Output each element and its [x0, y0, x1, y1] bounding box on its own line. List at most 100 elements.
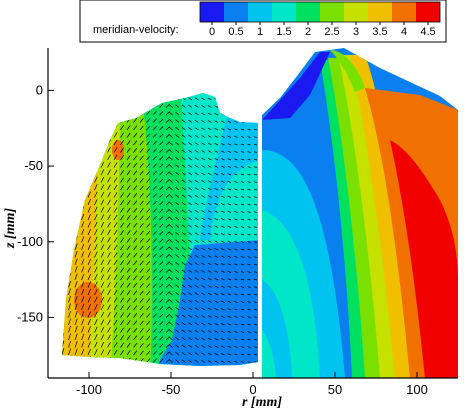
velocity-vector	[120, 147, 124, 153]
velocity-vector	[74, 161, 78, 168]
velocity-vector	[201, 180, 206, 183]
velocity-vector	[120, 154, 124, 161]
velocity-vector	[133, 342, 138, 348]
velocity-vector	[68, 355, 71, 363]
velocity-vector	[74, 101, 78, 108]
velocity-vector	[168, 201, 173, 206]
velocity-vector	[133, 335, 138, 341]
band-4.5	[390, 140, 458, 378]
velocity-vector	[240, 203, 245, 206]
velocity-vector	[194, 134, 199, 138]
velocity-vector	[194, 157, 199, 161]
velocity-vector	[146, 140, 151, 146]
left-hotspot-upper	[112, 140, 124, 160]
band-2.0	[320, 60, 370, 378]
velocity-vector	[126, 282, 131, 288]
velocity-vector	[68, 250, 71, 258]
velocity-vector	[126, 260, 131, 266]
velocity-vector	[81, 348, 85, 356]
velocity-vector	[133, 95, 138, 101]
velocity-vector	[87, 243, 91, 251]
velocity-vector	[113, 214, 118, 221]
velocity-vector	[247, 121, 251, 123]
velocity-vector	[253, 271, 258, 273]
velocity-vector	[100, 124, 105, 131]
velocity-vector	[201, 345, 206, 348]
velocity-vector	[221, 165, 225, 168]
velocity-vector	[133, 320, 138, 326]
velocity-vector	[94, 311, 98, 318]
velocity-vector	[100, 251, 105, 258]
velocity-vector	[68, 333, 71, 341]
velocity-vector	[194, 149, 199, 153]
velocity-vector	[181, 239, 186, 243]
velocity-vector	[74, 258, 78, 266]
velocity-vector	[94, 109, 98, 116]
velocity-vector	[207, 127, 212, 131]
velocity-vector	[74, 318, 78, 326]
velocity-vector	[214, 202, 219, 206]
velocity-vector	[234, 203, 238, 206]
velocity-vector	[214, 262, 219, 266]
velocity-vector	[100, 139, 105, 146]
velocity-vector	[126, 297, 131, 303]
velocity-vector	[175, 216, 180, 221]
velocity-vector	[207, 352, 212, 356]
velocity-vector	[146, 170, 151, 176]
left-half-contours	[62, 93, 258, 366]
velocity-vector	[133, 312, 138, 318]
velocity-vector	[221, 188, 225, 191]
velocity-vector	[100, 169, 105, 176]
velocity-vector	[81, 123, 85, 131]
velocity-vector	[94, 296, 98, 303]
velocity-vector	[133, 282, 138, 288]
velocity-vector	[133, 275, 138, 281]
velocity-vector	[87, 258, 91, 266]
velocity-vector	[62, 235, 65, 243]
colorbar-swatch	[368, 2, 392, 22]
velocity-vector	[113, 259, 118, 266]
velocity-vector	[253, 158, 258, 161]
velocity-vector	[201, 157, 206, 161]
velocity-vector	[120, 207, 124, 213]
velocity-vector	[181, 142, 186, 146]
velocity-vector	[181, 112, 186, 116]
velocity-vector	[81, 281, 85, 288]
velocity-vector	[107, 147, 111, 153]
velocity-vector	[139, 268, 144, 273]
velocity-vector	[126, 350, 131, 356]
velocity-vector	[188, 172, 193, 176]
velocity-vector	[227, 300, 232, 303]
velocity-vector	[100, 334, 105, 341]
velocity-vector	[253, 353, 258, 356]
velocity-vector	[139, 238, 144, 243]
velocity-vector	[234, 278, 238, 281]
velocity-vector	[168, 344, 173, 348]
velocity-vector	[126, 155, 131, 161]
velocity-vector	[107, 319, 111, 326]
velocity-vector	[234, 240, 238, 243]
velocity-vector	[68, 280, 71, 288]
velocity-vector	[168, 194, 173, 198]
velocity-vector	[94, 214, 98, 221]
velocity-vector	[175, 344, 180, 348]
velocity-vector	[175, 134, 180, 138]
velocity-vector	[188, 337, 193, 341]
velocity-vector	[159, 268, 164, 273]
velocity-vector	[181, 299, 186, 303]
velocity-vector	[133, 297, 138, 303]
velocity-vector	[234, 285, 238, 288]
velocity-vector	[126, 327, 131, 333]
velocity-vector	[107, 237, 111, 243]
velocity-vector	[87, 116, 91, 123]
velocity-vector	[139, 148, 144, 153]
velocity-vector	[159, 201, 164, 206]
velocity-vector	[181, 292, 186, 296]
velocity-vector	[74, 168, 78, 176]
velocity-vector	[253, 218, 258, 221]
velocity-vector	[87, 341, 91, 348]
velocity-vector	[120, 237, 124, 243]
colorbar-tick-label: 4.5	[420, 26, 435, 38]
velocity-vector	[126, 102, 131, 108]
velocity-vector	[62, 183, 65, 191]
